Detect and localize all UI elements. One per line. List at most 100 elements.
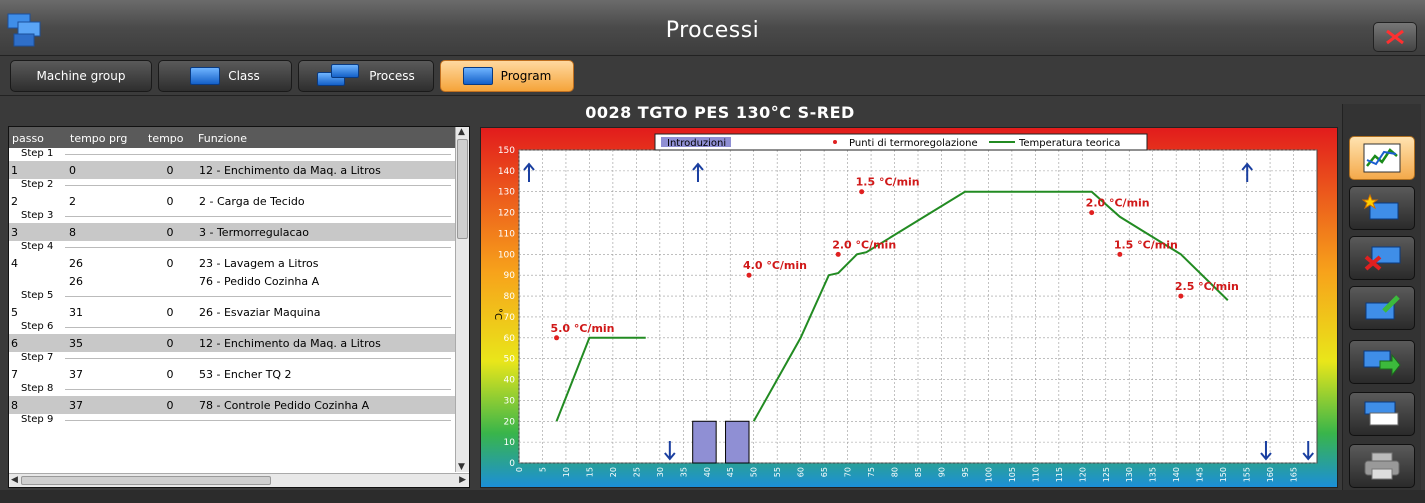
table-row[interactable]: 5 31 0 26 - Esvaziar Maquina <box>9 303 455 321</box>
down-arrow-icon <box>1302 441 1314 461</box>
table-row[interactable]: 2 2 0 2 - Carga de Tecido <box>9 192 455 210</box>
program-title: 0028 TGTO PES 130°C S-RED <box>585 103 855 122</box>
process-label: Process <box>369 69 415 83</box>
cell-tempo-prg: 31 <box>69 305 83 319</box>
x-tick-label: 125 <box>1102 467 1111 482</box>
print-button[interactable] <box>1349 444 1415 488</box>
close-icon <box>1386 29 1404 45</box>
export-program-button[interactable] <box>1349 340 1415 384</box>
x-tick-label: 25 <box>632 467 641 477</box>
cell-passo: 6 <box>11 336 18 350</box>
table-row[interactable]: 7 37 0 53 - Encher TQ 2 <box>9 365 455 383</box>
delete-icon <box>1364 246 1401 271</box>
cell-tempo: 0 <box>166 305 174 319</box>
cell-passo: 1 <box>11 163 18 177</box>
horizontal-scrollbar[interactable]: ◀ ▶ <box>9 473 469 487</box>
table-row[interactable]: 8 37 0 78 - Controle Pedido Cozinha A <box>9 396 455 414</box>
y-tick-label: 110 <box>498 229 515 239</box>
chart-icon <box>1363 143 1401 173</box>
y-axis-label: °C <box>492 308 503 320</box>
table-row[interactable]: 1 0 0 12 - Enchimento da Maq. a Litros <box>9 161 455 179</box>
y-tick-label: 50 <box>504 355 516 365</box>
x-tick-label: 65 <box>820 467 829 477</box>
header-tempo-prg: tempo prg <box>70 132 128 145</box>
thermoregulation-point <box>746 272 752 278</box>
y-tick-label: 70 <box>504 313 516 323</box>
y-tick-label: 140 <box>498 167 515 177</box>
process-button[interactable]: Process <box>298 60 434 92</box>
edit-program-button[interactable] <box>1349 286 1415 330</box>
vertical-scrollbar[interactable]: ▲ ▼ <box>455 127 469 472</box>
cell-funzione: 2 - Carga de Tecido <box>199 194 305 208</box>
program-label: Program <box>500 69 552 83</box>
header-tempo: tempo <box>148 132 184 145</box>
y-tick-label: 10 <box>504 438 516 448</box>
cell-tempo-prg: 37 <box>69 367 83 381</box>
close-button[interactable] <box>1373 22 1417 52</box>
delete-program-button[interactable] <box>1349 236 1415 280</box>
cell-funzione: 23 - Lavagem a Litros <box>199 256 319 270</box>
x-tick-label: 100 <box>984 467 993 482</box>
y-tick-label: 80 <box>504 292 516 302</box>
cell-passo: 8 <box>11 398 18 412</box>
cell-passo: 7 <box>11 367 18 381</box>
x-tick-label: 80 <box>891 467 900 477</box>
properties-button[interactable] <box>1349 392 1415 436</box>
x-tick-label: 105 <box>1008 467 1017 482</box>
x-tick-label: 130 <box>1125 467 1134 482</box>
app-logo-icon <box>7 13 41 47</box>
y-tick-label: 20 <box>504 417 516 427</box>
x-tick-label: 115 <box>1055 467 1064 482</box>
table-row[interactable]: 26 76 - Pedido Cozinha A <box>9 272 455 290</box>
table-header: passo tempo prg tempo Funzione <box>9 127 469 148</box>
x-tick-label: 30 <box>656 467 665 477</box>
cell-tempo-prg: 0 <box>69 163 76 177</box>
window-title: Processi <box>665 18 760 43</box>
x-tick-label: 50 <box>750 467 759 477</box>
x-tick-label: 0 <box>515 467 524 472</box>
step-header: Step 3 <box>9 210 455 223</box>
legend-punti: Punti di termoregolazione <box>849 138 978 149</box>
horizontal-scroll-thumb[interactable] <box>21 476 271 485</box>
scroll-right-icon[interactable]: ▶ <box>459 475 466 485</box>
y-tick-label: 120 <box>498 209 515 219</box>
step-header: Step 1 <box>9 148 455 161</box>
step-label: Step 9 <box>21 414 54 425</box>
cell-tempo-prg: 8 <box>69 225 76 239</box>
class-button[interactable]: Class <box>158 60 292 92</box>
step-label: Step 5 <box>21 290 54 301</box>
x-tick-label: 45 <box>726 467 735 477</box>
x-tick-label: 110 <box>1031 467 1040 482</box>
up-arrow-icon <box>523 162 535 182</box>
program-button[interactable]: Program <box>440 60 574 92</box>
x-tick-label: 160 <box>1266 467 1275 482</box>
step-label: Step 6 <box>21 321 54 332</box>
scroll-down-icon[interactable]: ▼ <box>458 462 465 472</box>
x-tick-label: 5 <box>538 467 547 472</box>
chart-view-button[interactable] <box>1349 136 1415 180</box>
step-header: Step 2 <box>9 179 455 192</box>
class-icon <box>190 67 221 85</box>
table-row[interactable]: 6 35 0 12 - Enchimento da Maq. a Litros <box>9 334 455 352</box>
step-label: Step 3 <box>21 210 54 221</box>
machine-group-button[interactable]: Machine group <box>10 60 152 92</box>
x-tick-label: 75 <box>867 467 876 477</box>
new-program-button[interactable] <box>1349 186 1415 230</box>
cell-funzione: 26 - Esvaziar Maquina <box>199 305 321 319</box>
right-toolbar <box>1342 104 1421 496</box>
class-label: Class <box>228 69 260 83</box>
table-row[interactable]: 3 8 0 3 - Termorregulacao <box>9 223 455 241</box>
thermoregulation-point <box>1089 210 1095 216</box>
temperature-line <box>555 336 646 422</box>
y-tick-label: 60 <box>504 334 516 344</box>
scroll-up-icon[interactable]: ▲ <box>458 127 465 137</box>
table-row[interactable]: 4 26 0 23 - Lavagem a Litros <box>9 254 455 272</box>
step-label: Step 2 <box>21 179 54 190</box>
gradient-label: 5.0 °C/min <box>551 322 615 335</box>
scroll-left-icon[interactable]: ◀ <box>11 475 18 485</box>
vertical-scroll-thumb[interactable] <box>457 139 468 239</box>
step-header: Step 4 <box>9 241 455 254</box>
cell-funzione: 53 - Encher TQ 2 <box>199 367 292 381</box>
cell-passo: 5 <box>11 305 18 319</box>
x-tick-label: 135 <box>1149 467 1158 482</box>
